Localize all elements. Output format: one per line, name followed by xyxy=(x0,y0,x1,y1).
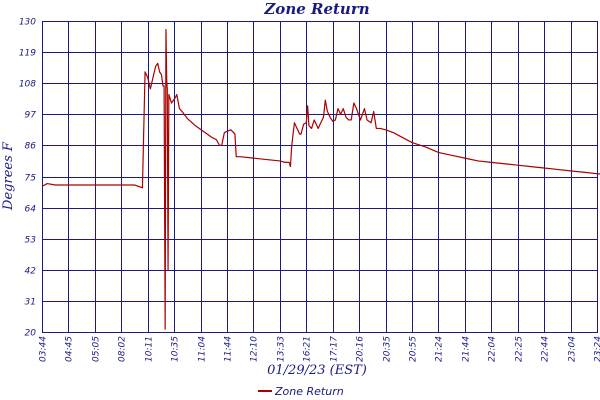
x-tick-label: 22:25 xyxy=(515,336,525,362)
x-tick-label: 20:55 xyxy=(409,336,419,362)
x-tick-label: 10:35 xyxy=(171,336,181,362)
y-tick-label: 31 xyxy=(25,298,36,308)
legend-label: Zone Return xyxy=(274,385,344,398)
x-tick-label: 20:16 xyxy=(356,336,366,362)
y-tick-label: 64 xyxy=(25,205,37,215)
grid xyxy=(42,21,598,333)
y-axis-label: Degrees F xyxy=(1,141,16,211)
y-tick-label: 97 xyxy=(25,111,37,121)
x-tick-label: 21:44 xyxy=(462,336,472,362)
x-tick-label: 20:35 xyxy=(383,336,393,362)
x-tick-label: 08:02 xyxy=(118,336,128,362)
y-tick-label: 20 xyxy=(25,329,37,339)
x-tick-label: 23:04 xyxy=(568,336,578,362)
x-tick-label: 21:24 xyxy=(435,336,445,362)
legend: Zone Return xyxy=(258,385,344,398)
x-tick-label: 13:33 xyxy=(277,336,287,362)
x-tick-label: 05:05 xyxy=(92,336,102,362)
x-tick-label: 16:21 xyxy=(303,336,313,362)
x-axis-label: 01/29/23 (EST) xyxy=(267,363,367,378)
series-layer xyxy=(41,28,600,330)
x-tick-label: 22:04 xyxy=(488,336,498,362)
x-tick-label: 11:04 xyxy=(198,336,208,362)
chart-title: Zone Return xyxy=(263,0,369,18)
y-tick-label: 130 xyxy=(19,18,36,28)
x-axis-tick-labels: 03:44 04:45 05:05 08:02 10:11 10:35 11:04 11:44… xyxy=(39,336,600,362)
y-axis-tick-labels: 130 119 108 97 86 75 64 53 42 31 20 xyxy=(19,18,36,339)
y-tick-label: 75 xyxy=(25,174,37,184)
series-line xyxy=(41,28,600,330)
y-tick-label: 108 xyxy=(19,80,36,90)
y-tick-label: 42 xyxy=(25,267,37,277)
y-tick-label: 86 xyxy=(25,142,37,152)
x-tick-label: 17:17 xyxy=(330,336,340,362)
x-tick-label: 04:45 xyxy=(65,336,75,362)
x-tick-label: 12:10 xyxy=(250,336,260,362)
x-tick-label: 11:44 xyxy=(224,336,234,362)
x-tick-label: 10:11 xyxy=(145,336,155,362)
plot-frame xyxy=(42,21,598,333)
x-tick-label: 03:44 xyxy=(39,336,49,362)
x-tick-label: 22:44 xyxy=(541,336,551,362)
x-tick-label: 23:24 xyxy=(594,336,600,362)
y-tick-label: 53 xyxy=(25,236,37,246)
y-tick-label: 119 xyxy=(19,49,36,59)
